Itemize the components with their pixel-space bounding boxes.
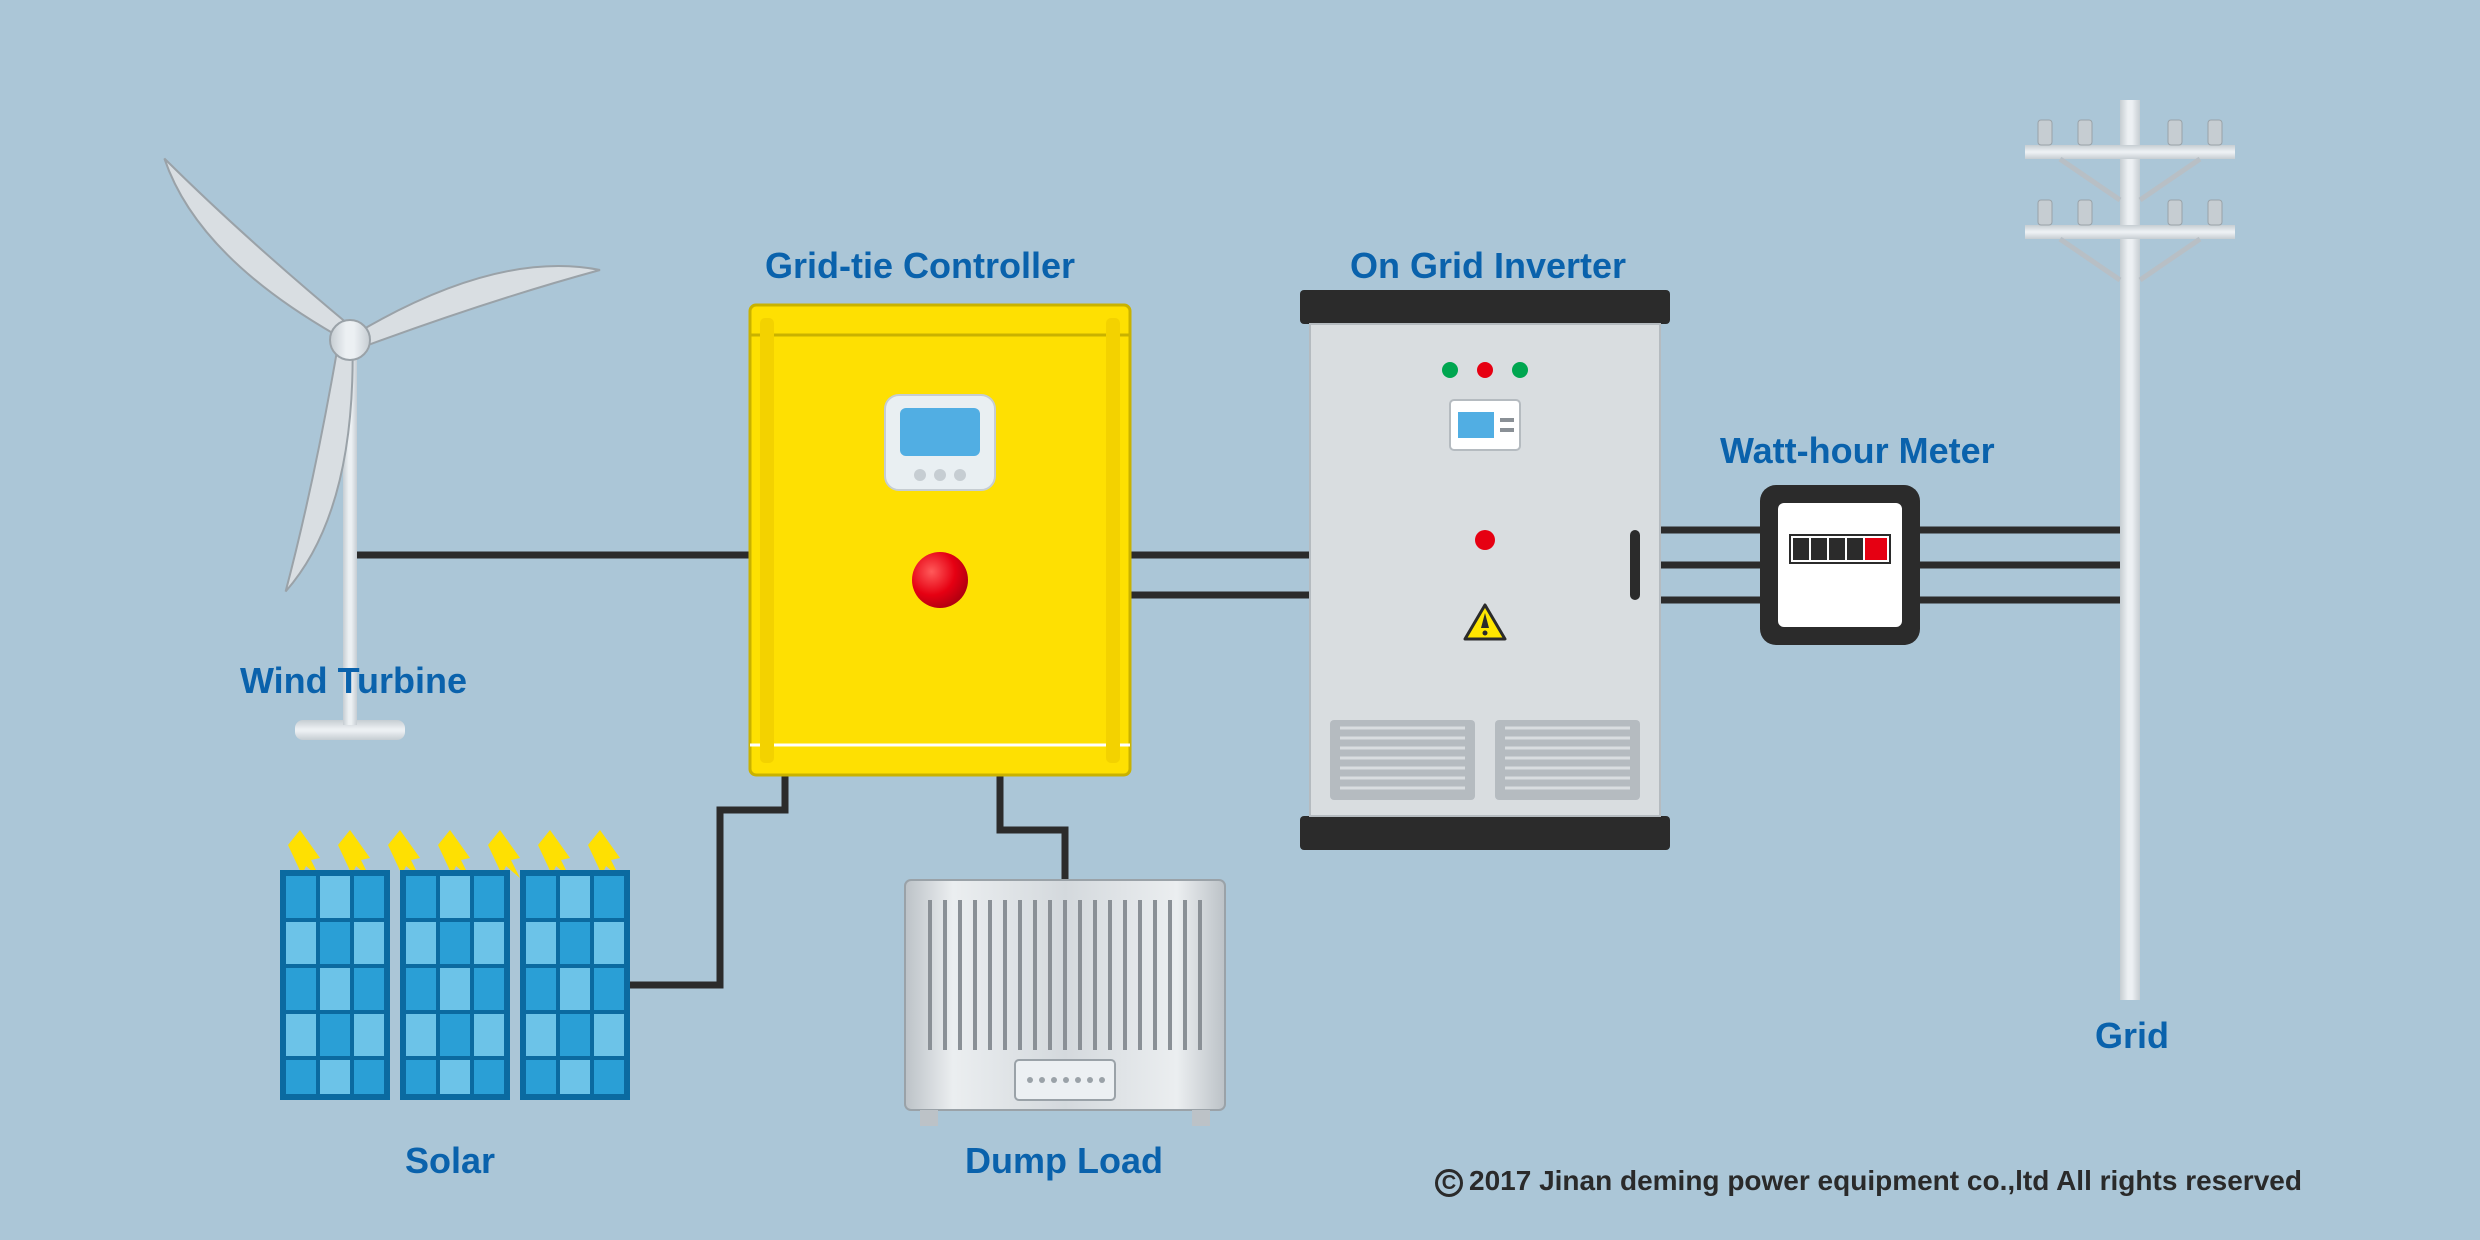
inverter-label: On Grid Inverter [1350, 245, 1626, 287]
grid-pole-icon [2025, 100, 2235, 1000]
controller-icon [750, 305, 1130, 775]
solar-icon [280, 830, 630, 1100]
copyright-text: C2017 Jinan deming power equipment co.,l… [1435, 1165, 2302, 1197]
inverter-icon [1300, 290, 1670, 850]
meter-label: Watt-hour Meter [1720, 430, 1995, 472]
wind-turbine-icon [161, 119, 600, 740]
controller-label: Grid-tie Controller [765, 245, 1075, 287]
dump-load-label: Dump Load [965, 1140, 1163, 1182]
solar-label: Solar [405, 1140, 495, 1182]
grid-label: Grid [2095, 1015, 2169, 1057]
meter-icon [1760, 485, 1920, 645]
dump-load-icon [905, 880, 1225, 1126]
wind-turbine-label: Wind Turbine [240, 660, 467, 702]
